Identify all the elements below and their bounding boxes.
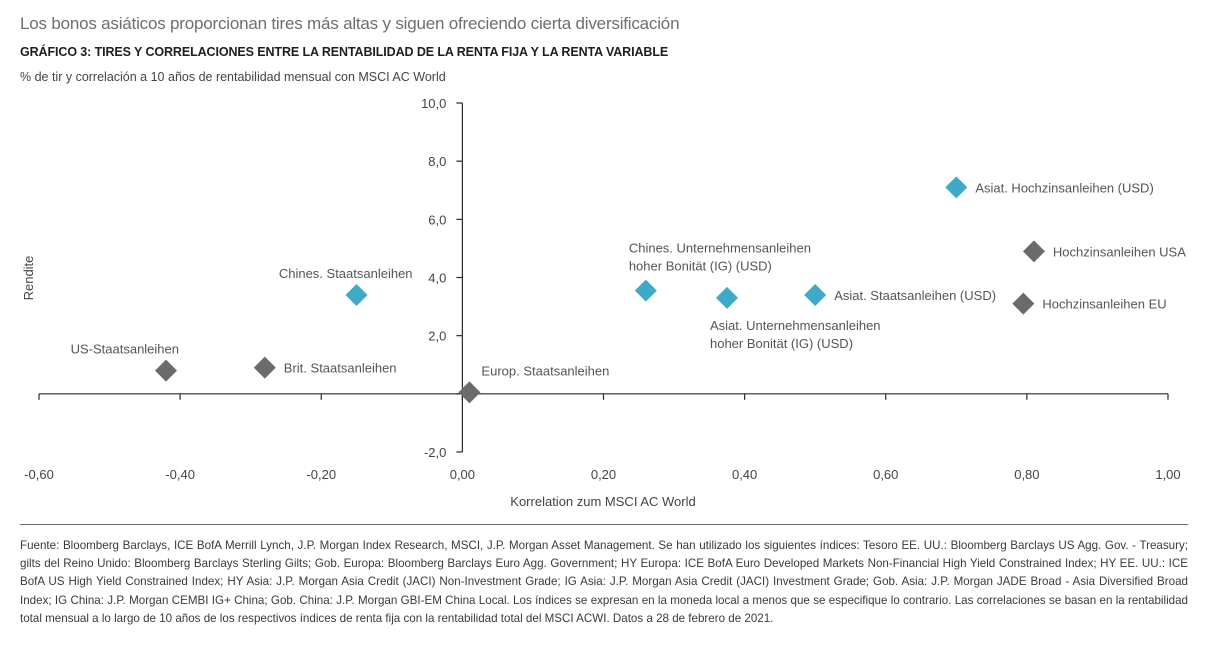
y-tick-label: 10,0 <box>421 96 446 111</box>
y-tick-label: 2,0 <box>428 329 446 344</box>
y-axis-title: Rendite <box>21 256 36 301</box>
chart-headline: Los bonos asiáticos proporcionan tires m… <box>20 14 680 33</box>
x-tick-label: 0,40 <box>732 467 757 482</box>
data-point-diamond <box>345 283 368 306</box>
y-tick-label: 4,0 <box>428 271 446 286</box>
x-tick-label: 0,60 <box>873 467 898 482</box>
x-tick-label: 0,20 <box>591 467 616 482</box>
y-tick-label: 8,0 <box>428 154 446 169</box>
data-point-label: Chines. Staatsanleihen <box>279 266 413 281</box>
data-point-label: Asiat. Hochzinsanleihen (USD) <box>975 180 1153 195</box>
data-point-diamond <box>804 283 827 306</box>
scatter-chart: -0,60 -0,40 -0,20 0,00 0,20 0,40 0,60 0,80 1,00 -… <box>21 96 1186 509</box>
data-point-label: Chines. Unternehmensanleihen hoher Bonitä… <box>629 241 811 274</box>
y-tick-label: 6,0 <box>428 212 446 227</box>
data-point-diamond <box>458 381 481 404</box>
data-point-diamond <box>715 286 738 309</box>
source-note: Fuente: Bloomberg Barclays, ICE BofA Mer… <box>20 539 1188 625</box>
data-point-diamond <box>253 356 276 379</box>
unit-note: % de tir y correlación a 10 años de rent… <box>20 70 446 84</box>
data-point-label: Europ. Staatsanleihen <box>481 363 609 378</box>
data-point-diamond <box>1022 240 1045 263</box>
data-points: Chines. Staatsanleihen Chines. Unternehme… <box>71 176 1186 404</box>
x-tick-label: -0,40 <box>165 467 195 482</box>
x-tick-label: 0,80 <box>1014 467 1039 482</box>
x-tick-label: -0,60 <box>24 467 54 482</box>
data-point-label: Hochzinsanleihen EU <box>1042 297 1166 312</box>
data-point-diamond <box>155 359 178 382</box>
axes: -0,60 -0,40 -0,20 0,00 0,20 0,40 0,60 0,80 1,00 -… <box>24 96 1180 482</box>
x-tick-label: 0,00 <box>450 467 475 482</box>
data-point-diamond <box>945 176 968 199</box>
data-point-diamond <box>634 279 657 302</box>
data-point-label: Brit. Staatsanleihen <box>284 361 397 376</box>
y-tick-label: -2,0 <box>424 445 446 460</box>
x-tick-label: -0,20 <box>306 467 336 482</box>
data-point-label: Asiat. Staatsanleihen (USD) <box>834 288 996 303</box>
x-tick-label: 1,00 <box>1155 467 1180 482</box>
footer-divider <box>20 524 1188 525</box>
x-axis-title: Korrelation zum MSCI AC World <box>510 494 695 509</box>
chart-title: GRÁFICO 3: TIRES Y CORRELACIONES ENTRE L… <box>20 45 669 59</box>
data-point-label: Hochzinsanleihen USA <box>1053 244 1186 259</box>
data-point-label: Asiat. Unternehmensanleihen hoher Bonität… <box>710 318 881 351</box>
data-point-label: US-Staatsanleihen <box>71 342 179 357</box>
data-point-diamond <box>1012 292 1035 315</box>
